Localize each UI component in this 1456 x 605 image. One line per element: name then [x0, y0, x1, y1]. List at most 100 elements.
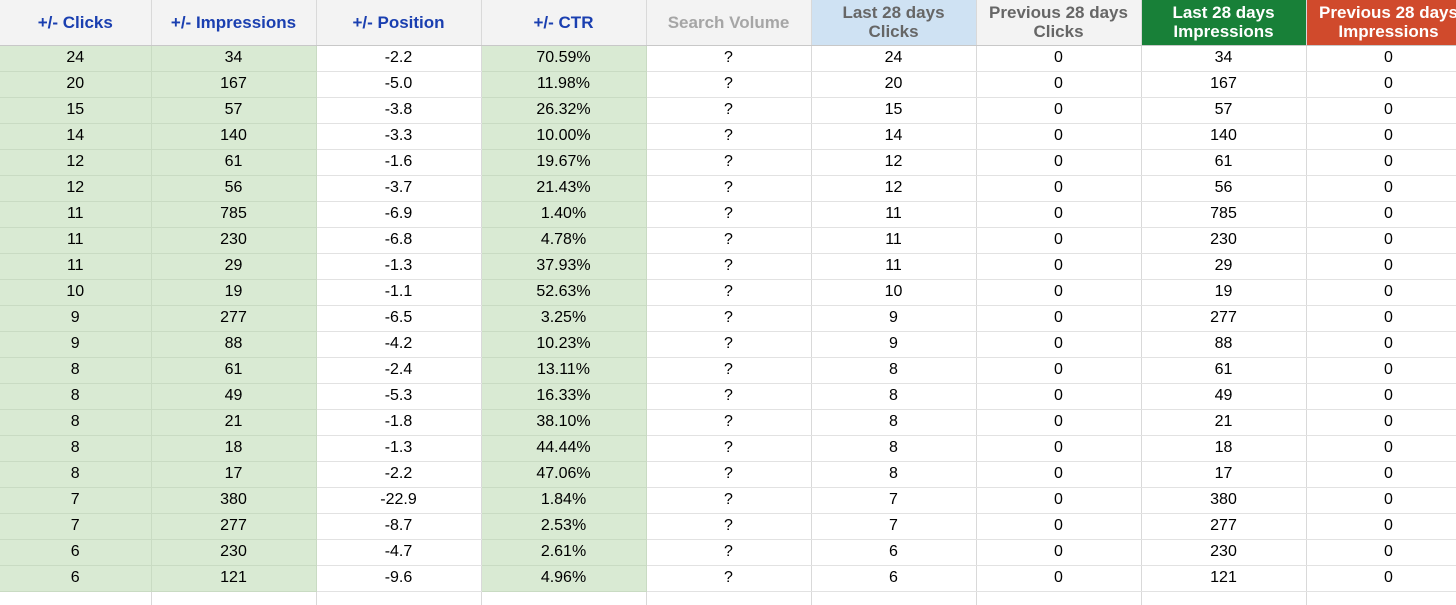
table-cell[interactable]: 230	[151, 539, 317, 566]
table-cell[interactable]: 20	[811, 71, 977, 98]
table-cell[interactable]: 24	[811, 45, 977, 72]
table-cell[interactable]: 24	[0, 45, 152, 72]
table-cell[interactable]: 57	[151, 97, 317, 124]
table-cell[interactable]: 88	[1141, 331, 1307, 358]
table-cell[interactable]: 277	[1141, 305, 1307, 332]
table-cell[interactable]: 38.10%	[481, 409, 647, 436]
table-cell[interactable]: ?	[646, 123, 812, 150]
table-cell[interactable]: 0	[976, 279, 1142, 306]
table-cell[interactable]: 121	[151, 565, 317, 592]
table-cell[interactable]: 0	[976, 201, 1142, 228]
table-cell[interactable]: 56	[1141, 175, 1307, 202]
table-cell[interactable]: ?	[646, 175, 812, 202]
table-cell[interactable]: 61	[1141, 357, 1307, 384]
table-cell[interactable]: 21	[151, 409, 317, 436]
table-cell[interactable]: 0	[1306, 201, 1456, 228]
table-cell[interactable]: 20	[0, 71, 152, 98]
table-cell[interactable]: 277	[151, 513, 317, 540]
table-cell[interactable]: 0	[1306, 227, 1456, 254]
table-cell[interactable]: 8	[811, 383, 977, 410]
table-cell[interactable]: ?	[646, 149, 812, 176]
table-cell[interactable]: 230	[1141, 227, 1307, 254]
table-cell[interactable]: 0	[1306, 71, 1456, 98]
table-cell[interactable]: 0	[1306, 461, 1456, 488]
table-cell[interactable]: 7	[0, 487, 152, 514]
table-cell[interactable]: 4.78%	[481, 227, 647, 254]
table-cell[interactable]: 7	[811, 513, 977, 540]
table-cell[interactable]: 18	[1141, 435, 1307, 462]
table-cell[interactable]: 8	[0, 409, 152, 436]
table-cell[interactable]: 61	[1141, 149, 1307, 176]
table-cell[interactable]: ?	[646, 45, 812, 72]
table-cell[interactable]: 140	[151, 123, 317, 150]
table-cell[interactable]: 10	[0, 279, 152, 306]
table-cell[interactable]: 8	[0, 461, 152, 488]
table-cell[interactable]: 11	[811, 253, 977, 280]
table-cell[interactable]: 8	[811, 461, 977, 488]
table-cell[interactable]: 0	[976, 227, 1142, 254]
table-cell[interactable]: -1.6	[316, 149, 482, 176]
table-cell[interactable]: 0	[976, 461, 1142, 488]
table-cell[interactable]: 49	[1141, 383, 1307, 410]
table-cell[interactable]: 29	[151, 253, 317, 280]
table-cell[interactable]: 0	[976, 565, 1142, 592]
table-cell[interactable]: -2.4	[316, 357, 482, 384]
table-cell[interactable]: 57	[1141, 97, 1307, 124]
table-cell[interactable]: 11	[0, 201, 152, 228]
table-cell[interactable]: 10	[811, 279, 977, 306]
table-cell[interactable]: 277	[151, 305, 317, 332]
table-cell[interactable]: 4.96%	[481, 565, 647, 592]
table-cell[interactable]: 61	[151, 149, 317, 176]
table-cell[interactable]: 34	[1141, 45, 1307, 72]
table-cell[interactable]: ?	[646, 513, 812, 540]
table-cell[interactable]: -6.5	[316, 305, 482, 332]
table-cell[interactable]: 8	[0, 357, 152, 384]
table-cell[interactable]: 6	[0, 565, 152, 592]
column-header-5[interactable]: Search Volume	[646, 0, 812, 46]
table-cell[interactable]: 14	[811, 123, 977, 150]
table-cell[interactable]: ?	[646, 435, 812, 462]
table-cell[interactable]: ?	[646, 383, 812, 410]
table-cell[interactable]: 140	[1141, 123, 1307, 150]
table-cell[interactable]: 0	[1306, 279, 1456, 306]
table-cell[interactable]: 7	[811, 487, 977, 514]
table-cell[interactable]: 0	[976, 435, 1142, 462]
table-cell[interactable]: 11	[811, 201, 977, 228]
table-cell[interactable]: 19	[1141, 279, 1307, 306]
table-cell[interactable]: -3.8	[316, 97, 482, 124]
table-cell[interactable]: 49	[151, 383, 317, 410]
table-cell[interactable]: 0	[976, 539, 1142, 566]
table-cell[interactable]: 7	[0, 513, 152, 540]
empty-cell[interactable]	[1141, 591, 1307, 605]
table-cell[interactable]: 0	[976, 305, 1142, 332]
table-cell[interactable]: 0	[1306, 357, 1456, 384]
table-cell[interactable]: -5.3	[316, 383, 482, 410]
table-cell[interactable]: 0	[1306, 539, 1456, 566]
table-cell[interactable]: 0	[1306, 435, 1456, 462]
table-cell[interactable]: -1.3	[316, 435, 482, 462]
table-cell[interactable]: 0	[1306, 123, 1456, 150]
table-cell[interactable]: 21	[1141, 409, 1307, 436]
table-cell[interactable]: 0	[1306, 45, 1456, 72]
table-cell[interactable]: 11	[0, 253, 152, 280]
table-cell[interactable]: -1.8	[316, 409, 482, 436]
table-cell[interactable]: 380	[151, 487, 317, 514]
table-cell[interactable]: 12	[0, 175, 152, 202]
table-cell[interactable]: -2.2	[316, 45, 482, 72]
table-cell[interactable]: 10.23%	[481, 331, 647, 358]
table-cell[interactable]: 0	[976, 487, 1142, 514]
table-cell[interactable]: 37.93%	[481, 253, 647, 280]
table-cell[interactable]: 6	[811, 539, 977, 566]
table-cell[interactable]: 56	[151, 175, 317, 202]
table-cell[interactable]: 6	[811, 565, 977, 592]
table-cell[interactable]: ?	[646, 253, 812, 280]
table-cell[interactable]: 8	[811, 435, 977, 462]
table-cell[interactable]: 0	[976, 383, 1142, 410]
table-cell[interactable]: 0	[976, 513, 1142, 540]
table-cell[interactable]: ?	[646, 409, 812, 436]
empty-cell[interactable]	[151, 591, 317, 605]
empty-cell[interactable]	[481, 591, 647, 605]
table-cell[interactable]: 88	[151, 331, 317, 358]
table-cell[interactable]: 15	[811, 97, 977, 124]
table-cell[interactable]: 230	[151, 227, 317, 254]
